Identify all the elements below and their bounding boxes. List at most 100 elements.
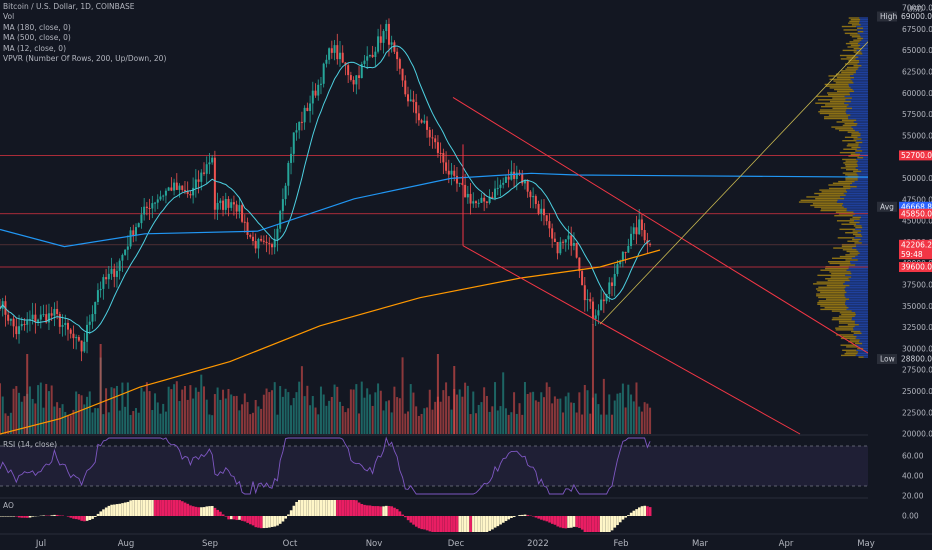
vpvr-up-bar: [863, 30, 868, 33]
candle: [621, 251, 624, 261]
price-tick: 62500.00: [902, 68, 932, 77]
ao-bar: [162, 500, 165, 516]
volume-bar: [265, 388, 268, 434]
vpvr-up-bar: [856, 162, 868, 164]
vpvr-up-bar: [860, 133, 868, 135]
volume-bar: [627, 384, 630, 434]
ao-bar: [436, 516, 440, 532]
candle: [151, 203, 154, 209]
legend-vpvr[interactable]: VPVR (Number Of Rows, 200, Up/Down, 20): [3, 54, 167, 64]
ao-bar: [142, 500, 146, 516]
vpvr-up-bar: [863, 356, 868, 358]
time-axis[interactable]: Jul Aug Sep Oct Nov Dec 2022 Feb Mar Apr May: [0, 533, 932, 549]
volume-bar: [502, 372, 505, 434]
vpvr-up-bar: [861, 39, 868, 41]
volume-bar: [273, 382, 276, 434]
vpvr-up-bar: [852, 182, 868, 185]
volume-bar: [461, 396, 464, 434]
volume-bar: [39, 382, 42, 434]
vpvr-up-bar: [858, 145, 868, 147]
candle: [513, 171, 516, 179]
candle: [249, 234, 252, 237]
channel-upper: [452, 97, 869, 354]
volume-spike: [453, 366, 456, 434]
candle: [110, 268, 113, 274]
ao-bar: [447, 516, 451, 532]
vpvr-up-bar: [858, 56, 868, 58]
candle: [371, 54, 374, 57]
vpvr-down-bar: [848, 155, 860, 157]
vpvr-down-bar: [849, 252, 860, 254]
legend-vol[interactable]: Vol: [3, 12, 15, 22]
candle: [630, 233, 633, 246]
vpvr-up-bar: [840, 196, 868, 198]
candle: [126, 246, 129, 250]
vpvr-down-bar: [841, 245, 857, 248]
vpvr-down-bar: [828, 184, 851, 186]
volume-bar: [341, 405, 344, 434]
vpvr-down-bar: [847, 46, 859, 48]
ao-bar: [507, 516, 511, 520]
vpvr-down-bar: [849, 41, 860, 43]
volume-bar: [257, 406, 260, 434]
legend-ma12[interactable]: MA (12, close, 0): [3, 43, 67, 53]
vpvr-up-bar: [859, 22, 868, 24]
candle: [50, 313, 53, 316]
volume-bar: [262, 394, 265, 434]
volume-bar: [328, 400, 331, 434]
volume-bar: [466, 385, 469, 434]
volume-bar: [18, 392, 21, 434]
vpvr-up-bar: [844, 102, 868, 104]
ao-bar: [156, 500, 160, 516]
candle: [339, 52, 341, 60]
ao-bar: [352, 500, 355, 516]
vpvr-down-bar: [846, 250, 859, 253]
vpvr-profile: [798, 17, 868, 358]
vpvr-down-bar: [846, 56, 859, 58]
price-tag-bg: [899, 201, 932, 212]
price-tick: 22500.00: [902, 408, 932, 417]
legend-ma500[interactable]: MA (500, close, 0): [3, 33, 71, 43]
ao-tick: 0.00: [902, 512, 919, 521]
rsi-tick: 40.00: [902, 472, 924, 481]
legend-ma180[interactable]: MA (180, close, 0): [3, 22, 71, 32]
symbol-title[interactable]: Bitcoin / U.S. Dollar, 1D, COINBASE: [3, 2, 135, 11]
vpvr-up-bar: [855, 337, 868, 340]
ao-bar: [69, 516, 73, 518]
ao-bar: [189, 505, 192, 516]
price-tag-label: High: [880, 12, 897, 21]
vpvr-up-bar: [860, 153, 868, 156]
vpvr-down-bar: [843, 186, 857, 188]
ao-bar: [412, 516, 415, 525]
currency-label: USD: [907, 5, 923, 14]
candle: [537, 203, 540, 214]
rsi-title[interactable]: RSI (14, close): [3, 440, 58, 449]
ao-title[interactable]: AO: [3, 501, 14, 510]
ao-bar: [148, 500, 151, 516]
vpvr-down-bar: [849, 34, 860, 36]
vpvr-up-bar: [855, 264, 868, 266]
ao-bar: [300, 500, 304, 516]
vpvr-up-bar: [860, 146, 868, 149]
vpvr-down-bar: [849, 20, 860, 23]
volume-bar: [249, 414, 252, 434]
price-tick: 70000.00: [902, 4, 932, 13]
candle: [366, 56, 369, 61]
volume-bar: [477, 404, 480, 434]
volume-bar: [374, 392, 377, 434]
ao-bar: [257, 516, 260, 528]
volume-bar: [586, 390, 589, 434]
volume-bar: [121, 382, 124, 434]
vpvr-up-bar: [844, 295, 868, 297]
vpvr-up-bar: [849, 92, 868, 94]
ao-bar: [578, 516, 581, 528]
price-tag-label-bg: [877, 201, 897, 212]
vpvr-up-bar: [859, 41, 868, 43]
price-axis[interactable]: 70000.00 67500.00 65000.00 62500.00 60000.00…: [868, 0, 932, 550]
ao-bar: [627, 515, 630, 516]
volume-bar: [167, 386, 170, 434]
candle: [47, 313, 50, 323]
ao-bar: [409, 516, 413, 523]
ao-bar: [121, 503, 124, 516]
